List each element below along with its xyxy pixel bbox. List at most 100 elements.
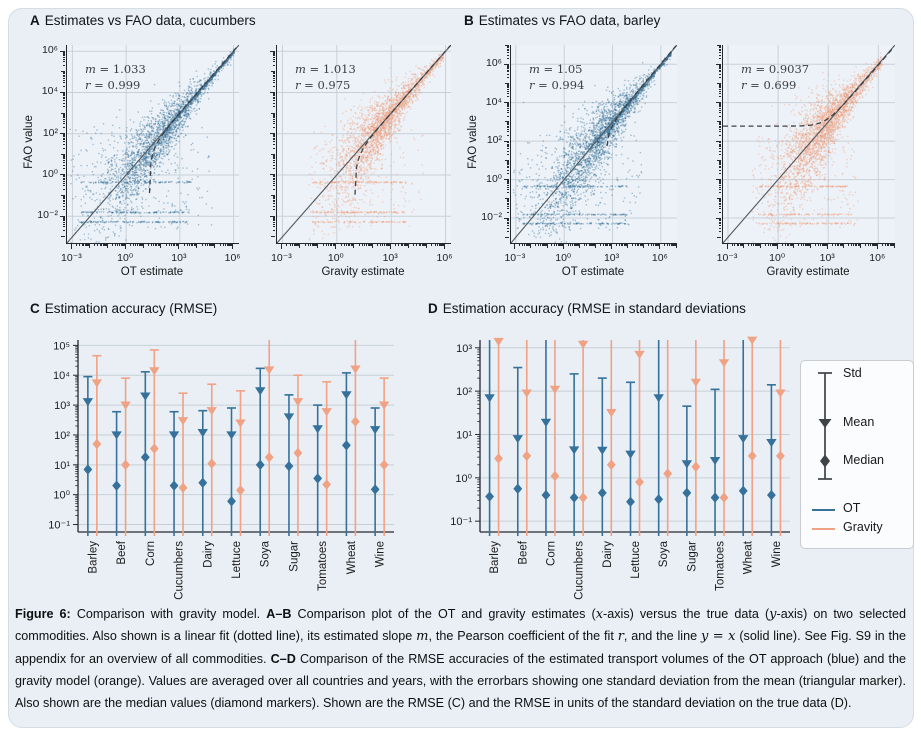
axis-tick bbox=[655, 244, 657, 247]
axis-tick bbox=[594, 244, 596, 248]
axis-tick bbox=[389, 244, 391, 250]
axis-tick bbox=[62, 102, 65, 104]
axis-tick bbox=[652, 244, 654, 247]
axis-tick bbox=[718, 205, 721, 207]
axis-tick bbox=[506, 57, 509, 59]
axis-tick bbox=[269, 50, 275, 52]
scatter-canvas-a-gravity bbox=[277, 45, 451, 243]
axis-tick bbox=[718, 179, 721, 181]
category-label: Barley bbox=[489, 541, 501, 574]
axis-tick bbox=[194, 244, 196, 247]
category-label: Wheat bbox=[743, 540, 755, 574]
axis-tick bbox=[764, 244, 766, 247]
axis-tick bbox=[79, 244, 81, 247]
axis-tick bbox=[607, 244, 609, 247]
median-diamond-icon bbox=[550, 470, 560, 482]
axis-tick bbox=[158, 244, 160, 247]
axis-tick bbox=[718, 219, 721, 221]
axis-tick bbox=[272, 197, 275, 199]
axis-tick bbox=[798, 244, 800, 247]
axis-tick bbox=[272, 82, 275, 84]
median-diamond-icon bbox=[626, 496, 635, 507]
axis-tick bbox=[272, 196, 275, 197]
axis-tick bbox=[101, 244, 103, 247]
axis-tick bbox=[718, 165, 721, 167]
axis-tick bbox=[505, 198, 509, 200]
axis-tick bbox=[718, 164, 721, 166]
tick-label: 10³ bbox=[382, 252, 398, 264]
axis-tick bbox=[117, 244, 119, 247]
axis-tick bbox=[593, 244, 595, 247]
tick-label: 10⁻¹ bbox=[450, 516, 472, 528]
axis-tick bbox=[192, 244, 194, 247]
mean-triangle-icon bbox=[577, 340, 589, 349]
axis-tick bbox=[759, 244, 761, 247]
axis-tick bbox=[638, 244, 640, 247]
axis-tick bbox=[817, 244, 819, 247]
axis-tick bbox=[642, 244, 644, 247]
axis-tick bbox=[76, 244, 78, 247]
tick-label: 10² bbox=[42, 126, 58, 139]
axis-tick bbox=[506, 46, 509, 48]
axis-tick bbox=[514, 244, 516, 250]
axis-tick bbox=[269, 133, 275, 135]
axis-tick bbox=[604, 244, 606, 247]
axis-tick bbox=[505, 159, 509, 161]
axis-tick bbox=[272, 139, 275, 141]
axis-tick bbox=[718, 134, 721, 136]
axis-tick bbox=[715, 217, 721, 219]
axis-tick bbox=[825, 244, 827, 247]
median-diamond-icon bbox=[370, 484, 380, 495]
median-diamond-icon bbox=[635, 476, 644, 488]
axis-tick bbox=[540, 244, 542, 247]
mean-triangle-icon bbox=[91, 379, 103, 388]
median-diamond-icon bbox=[767, 489, 776, 501]
category-label: Soya bbox=[658, 540, 670, 567]
axis-tick bbox=[560, 244, 562, 247]
axis-tick bbox=[62, 182, 65, 184]
axis-tick bbox=[190, 244, 192, 247]
axis-tick bbox=[105, 244, 107, 247]
axis-tick bbox=[718, 225, 721, 227]
axis-tick bbox=[836, 244, 838, 247]
axis-tick bbox=[62, 185, 65, 187]
median-diamond-icon bbox=[597, 487, 607, 499]
axis-tick bbox=[718, 48, 721, 50]
tick-label: 10¹ bbox=[54, 460, 70, 472]
category-label: Dairy bbox=[202, 541, 214, 568]
axis-tick bbox=[201, 244, 203, 247]
axis-tick bbox=[506, 127, 509, 129]
axis-tick bbox=[272, 61, 275, 63]
axis-tick bbox=[322, 244, 324, 247]
axis-tick bbox=[626, 244, 628, 247]
axis-tick bbox=[506, 208, 509, 210]
axis-tick bbox=[120, 244, 122, 247]
axis-tick bbox=[561, 244, 563, 247]
axis-tick bbox=[388, 244, 390, 247]
axis-tick bbox=[62, 100, 65, 102]
axis-tick bbox=[715, 63, 721, 65]
axis-tick bbox=[139, 244, 141, 247]
axis-tick bbox=[272, 56, 275, 58]
axis-tick bbox=[577, 244, 579, 247]
axis-tick bbox=[84, 244, 86, 247]
axis-tick bbox=[506, 202, 509, 204]
median-diamond-icon bbox=[569, 492, 579, 503]
axis-tick bbox=[599, 244, 601, 247]
axis-tick bbox=[506, 160, 509, 162]
axis-tick bbox=[423, 244, 425, 247]
axis-tick bbox=[873, 244, 875, 247]
axis-tick bbox=[62, 139, 65, 141]
axis-tick bbox=[62, 55, 65, 57]
axis-tick bbox=[160, 244, 162, 248]
mean-triangle-icon bbox=[493, 337, 504, 347]
axis-tick bbox=[718, 141, 721, 143]
axis-tick bbox=[506, 71, 509, 73]
axis-tick bbox=[506, 169, 509, 171]
axis-tick bbox=[94, 244, 96, 247]
scatter-plot-b-ot: m = 1.05 r = 0.994 bbox=[510, 45, 677, 244]
axis-tick bbox=[316, 244, 318, 247]
mean-triangle-icon bbox=[177, 417, 189, 426]
axis-tick bbox=[650, 244, 652, 247]
axis-tick bbox=[272, 143, 275, 145]
